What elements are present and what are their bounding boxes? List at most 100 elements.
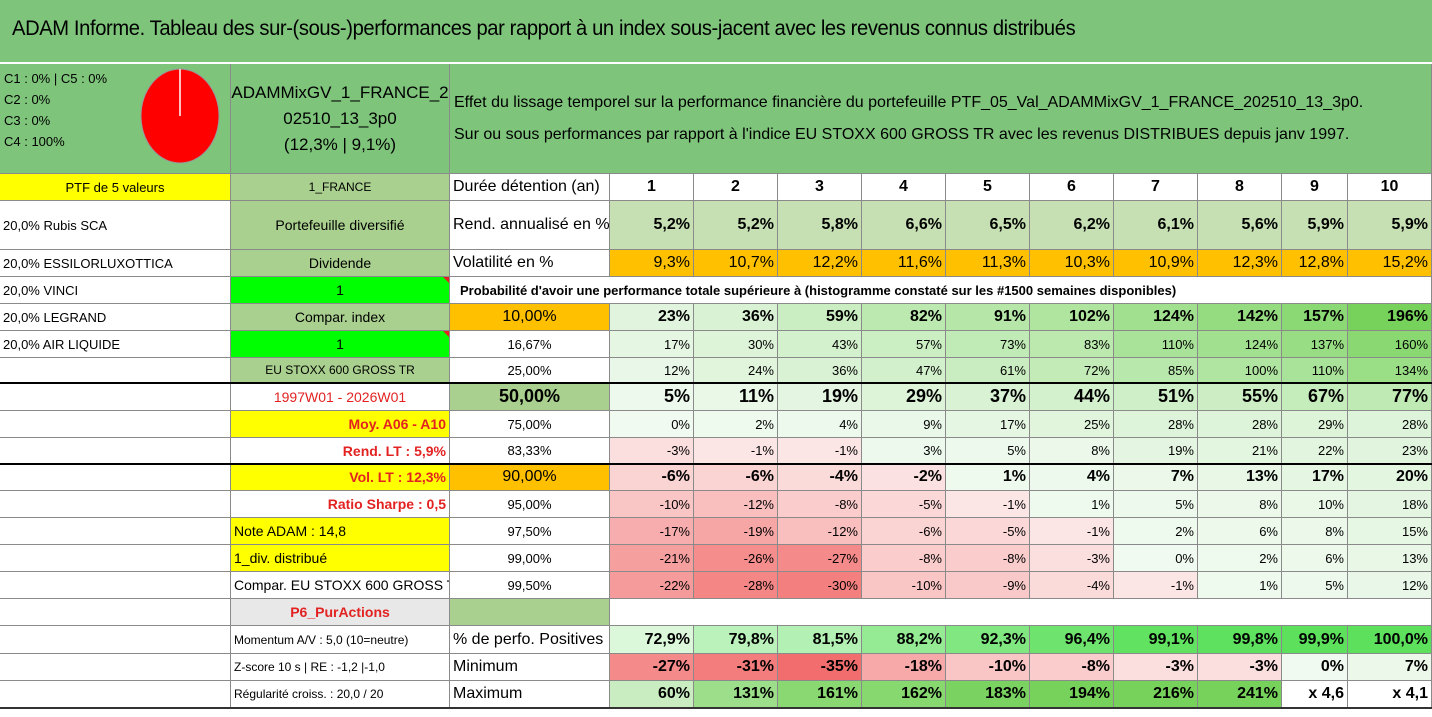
maximum-value: 162% — [862, 681, 946, 708]
return-value: 6,6% — [862, 201, 946, 250]
return-value: 6,2% — [1030, 201, 1114, 250]
quantile-value: 124% — [1198, 331, 1282, 358]
minimum-value: -27% — [610, 654, 694, 681]
quantile-value: 57% — [862, 331, 946, 358]
year-header: 2 — [694, 174, 778, 201]
quantile-value: 55% — [1198, 383, 1282, 411]
quantile-value: 12% — [610, 358, 694, 383]
quantile-label: 25,00% — [450, 358, 610, 383]
holding-row: 20,0% LEGRAND — [0, 304, 231, 331]
empty-left-cell — [0, 491, 231, 518]
maximum-value: 131% — [694, 681, 778, 708]
maximum-value: 194% — [1030, 681, 1114, 708]
quantile-value: -1% — [946, 491, 1030, 518]
volatility-value: 10,3% — [1030, 250, 1114, 277]
empty-left-cell — [0, 438, 231, 464]
quantile-value: -21% — [610, 545, 694, 572]
quantile-value: 21% — [1198, 438, 1282, 464]
long-term-return-label: Rend. LT : 5,9% — [231, 438, 450, 464]
quantile-value: -6% — [862, 518, 946, 545]
volatility-value: 12,8% — [1282, 250, 1348, 277]
quantile-value: 10% — [1282, 491, 1348, 518]
empty-left-cell — [0, 626, 231, 654]
year-header: 9 — [1282, 174, 1348, 201]
return-label: Rend. annualisé en % — [450, 201, 610, 250]
quantile-label: 99,50% — [450, 572, 610, 599]
empty-left-cell — [0, 545, 231, 572]
sharpe-ratio-label: Ratio Sharpe : 0,5 — [231, 491, 450, 518]
quantile-value: -1% — [1030, 518, 1114, 545]
holding-row: 20,0% Rubis SCA — [0, 201, 231, 250]
quantile-value: 4% — [1030, 464, 1114, 491]
quantile-value: -10% — [610, 491, 694, 518]
minimum-value: -3% — [1198, 654, 1282, 681]
quantile-value: 47% — [862, 358, 946, 383]
portfolio-ticker: ADAMMixGV_1_FRANCE_2 02510_13_3p0 (12,3%… — [231, 64, 450, 174]
quantile-value: 20% — [1348, 464, 1432, 491]
empty-left-cell — [0, 599, 231, 626]
quantile-value: 17% — [610, 331, 694, 358]
empty-left-cell — [0, 518, 231, 545]
legend-c3: C3 : 0% — [4, 113, 51, 128]
empty-left-cell — [0, 681, 231, 708]
volatility-value: 12,3% — [1198, 250, 1282, 277]
holding-row: 20,0% VINCI — [0, 277, 231, 304]
quantile-value: 12% — [1348, 572, 1432, 599]
empty-left-cell — [0, 572, 231, 599]
description-line-2: Sur ou sous performances par rapport à l… — [454, 125, 1350, 143]
minimum-value: 7% — [1348, 654, 1432, 681]
quantile-label: 10,00% — [450, 304, 610, 331]
quantile-value: 102% — [1030, 304, 1114, 331]
quantile-value: 51% — [1114, 383, 1198, 411]
volatility-value: 15,2% — [1348, 250, 1432, 277]
year-header: 6 — [1030, 174, 1114, 201]
portfolio-size-label: PTF de 5 valeurs — [0, 174, 231, 201]
quantile-value: -5% — [946, 518, 1030, 545]
positive-perf-value: 88,2% — [862, 626, 946, 654]
quantile-value: -12% — [778, 518, 862, 545]
quantile-value: 142% — [1198, 304, 1282, 331]
quantile-value: 196% — [1348, 304, 1432, 331]
momentum-label: Momentum A/V : 5,0 (10=neutre) — [231, 626, 450, 654]
quantile-value: 67% — [1282, 383, 1348, 411]
year-header: 1 — [610, 174, 694, 201]
volatility-value: 10,9% — [1114, 250, 1198, 277]
quantile-value: 83% — [1030, 331, 1114, 358]
portfolio-type-label: Portefeuille diversifié — [231, 201, 450, 250]
quantile-value: 0% — [1114, 545, 1198, 572]
quantile-value: 1% — [1198, 572, 1282, 599]
volatility-value: 12,2% — [778, 250, 862, 277]
quantile-value: -6% — [610, 464, 694, 491]
ticker-line-1: ADAMMixGV_1_FRANCE_2 — [231, 82, 449, 102]
quantile-value: -1% — [778, 438, 862, 464]
quantile-value: -9% — [946, 572, 1030, 599]
quantile-value: 36% — [778, 358, 862, 383]
quantile-value: -3% — [610, 438, 694, 464]
quantile-value: -12% — [694, 491, 778, 518]
quantile-label: 97,50% — [450, 518, 610, 545]
return-value: 5,6% — [1198, 201, 1282, 250]
legend-c2: C2 : 0% — [4, 92, 51, 107]
category-label: P6_PurActions — [231, 599, 450, 626]
empty-left-cell — [0, 411, 231, 438]
return-value: 5,2% — [610, 201, 694, 250]
quantile-value: -17% — [610, 518, 694, 545]
quantile-value: 43% — [778, 331, 862, 358]
allocation-pie-chart — [139, 66, 221, 166]
empty-left-cell — [0, 383, 231, 411]
positive-perf-value: 99,8% — [1198, 626, 1282, 654]
quantile-value: 8% — [1198, 491, 1282, 518]
positive-perf-label: % de perfo. Positives — [450, 626, 610, 654]
positive-perf-value: 81,5% — [778, 626, 862, 654]
return-value: 5,8% — [778, 201, 862, 250]
quantile-value: 6% — [1282, 545, 1348, 572]
maximum-value: 60% — [610, 681, 694, 708]
minimum-value: -3% — [1114, 654, 1198, 681]
year-header: 8 — [1198, 174, 1282, 201]
minimum-value: -10% — [946, 654, 1030, 681]
quantile-value: 8% — [1030, 438, 1114, 464]
minimum-value: -8% — [1030, 654, 1114, 681]
empty-table-area — [610, 599, 1432, 626]
empty-left-cell — [0, 358, 231, 383]
quantile-value: -19% — [694, 518, 778, 545]
